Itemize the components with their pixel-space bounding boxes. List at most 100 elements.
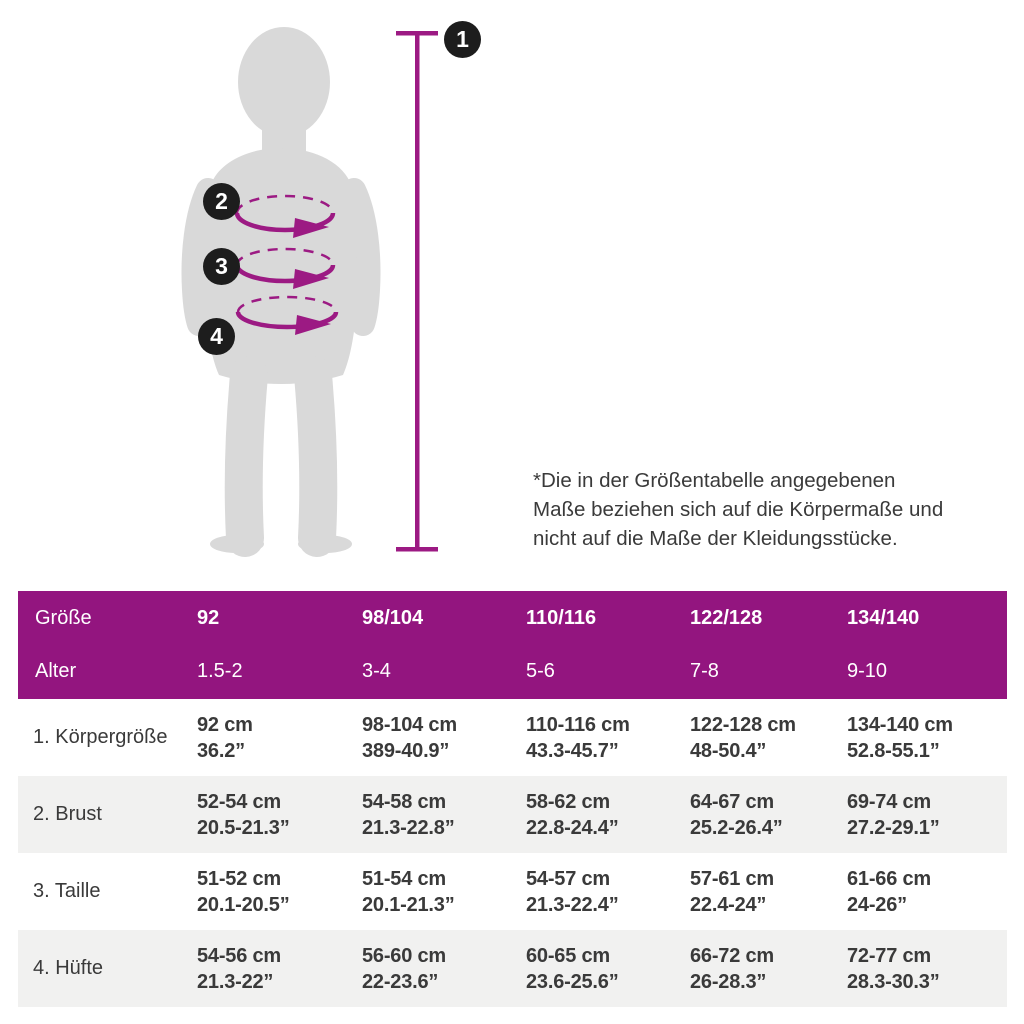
value-inch: 23.6-25.6”	[526, 970, 619, 993]
value-cm: 64-67 cm	[690, 790, 775, 813]
value-cell: 72-77 cm 28.3-30.3”	[847, 943, 1007, 995]
waist-measure-ellipse	[234, 247, 336, 284]
value-cell: 92 cm 36.2”	[197, 712, 362, 764]
value-cm: 66-72 cm	[690, 944, 775, 967]
hip-measure-ellipse	[235, 295, 339, 330]
value-inch: 43.3-45.7”	[526, 739, 619, 762]
value-cell: 56-60 cm 22-23.6”	[362, 943, 526, 995]
marker-badge-hip: 4	[198, 318, 235, 355]
header-age-label: Alter	[35, 659, 77, 682]
header-age-value: 7-8	[690, 659, 719, 682]
header-size-value: 122/128	[690, 607, 763, 630]
header-age-value: 3-4	[362, 659, 391, 682]
value-cell: 64-67 cm 25.2-26.4”	[690, 789, 847, 841]
value-inch: 21.3-22.8”	[362, 816, 455, 839]
value-cell: 61-66 cm 24-26”	[847, 866, 1007, 918]
value-inch: 22-23.6”	[362, 970, 439, 993]
value-cm: 54-56 cm	[197, 944, 282, 967]
height-measure-line	[396, 31, 438, 552]
value-inch: 36.2”	[197, 739, 245, 762]
header-size-value: 92	[197, 607, 220, 630]
value-cm: 134-140 cm	[847, 713, 953, 736]
marker-badge-waist: 3	[203, 248, 240, 285]
table-row-koerpergroesse: 1. Körpergröße 92 cm 36.2” 98-104 cm 389…	[18, 699, 1007, 776]
row-label: 1. Körpergröße	[33, 726, 168, 748]
value-inch: 24-26”	[847, 893, 907, 916]
marker-badge-height: 1	[444, 21, 481, 58]
value-inch: 52.8-55.1”	[847, 739, 940, 762]
value-cell: 52-54 cm 20.5-21.3”	[197, 789, 362, 841]
value-inch: 20.5-21.3”	[197, 816, 290, 839]
row-label: 3. Taille	[33, 880, 101, 902]
value-inch: 22.8-24.4”	[526, 816, 619, 839]
disclaimer-line: Maße beziehen sich auf die Körpermaße un…	[533, 498, 944, 521]
table-row-brust: 2. Brust 52-54 cm 20.5-21.3” 54-58 cm 21…	[18, 776, 1007, 853]
hip-arrowhead-icon	[295, 315, 331, 335]
row-label: 2. Brust	[33, 803, 102, 825]
value-cell: 54-58 cm 21.3-22.8”	[362, 789, 526, 841]
row-label: 4. Hüfte	[33, 957, 104, 979]
value-inch: 20.1-21.3”	[362, 893, 455, 916]
value-cm: 61-66 cm	[847, 867, 932, 890]
value-inch: 21.3-22”	[197, 970, 274, 993]
value-cell: 66-72 cm 26-28.3”	[690, 943, 847, 995]
value-cm: 56-60 cm	[362, 944, 447, 967]
header-age-value: 5-6	[526, 659, 555, 682]
value-cell: 57-61 cm 22.4-24”	[690, 866, 847, 918]
value-cell: 122-128 cm 48-50.4”	[690, 712, 847, 764]
header-size-value: 110/116	[526, 607, 597, 630]
disclaimer-note: *Die in der Größentabelle angegebenen Ma…	[533, 466, 1003, 553]
table-row-taille: 3. Taille 51-52 cm 20.1-20.5” 51-54 cm 2…	[18, 853, 1007, 930]
value-inch: 26-28.3”	[690, 970, 767, 993]
value-inch: 28.3-30.3”	[847, 970, 940, 993]
value-cell: 58-62 cm 22.8-24.4”	[526, 789, 690, 841]
size-table: Größe 92 98/104 110/116 122/128 134/140 …	[18, 591, 1007, 1007]
value-cm: 98-104 cm	[362, 713, 457, 736]
value-cell: 98-104 cm 389-40.9”	[362, 712, 526, 764]
child-silhouette-diagram	[181, 27, 438, 557]
value-cm: 57-61 cm	[690, 867, 775, 890]
header-age-value: 9-10	[847, 659, 888, 682]
value-cm: 69-74 cm	[847, 790, 932, 813]
value-inch: 21.3-22.4”	[526, 893, 619, 916]
value-cm: 52-54 cm	[197, 790, 282, 813]
value-cell: 54-56 cm 21.3-22”	[197, 943, 362, 995]
disclaimer-line: *Die in der Größentabelle angegebenen	[533, 469, 896, 492]
value-cm: 51-54 cm	[362, 867, 447, 890]
waist-arrowhead-icon	[293, 269, 329, 289]
value-cm: 54-57 cm	[526, 867, 611, 890]
value-cm: 92 cm	[197, 713, 253, 736]
value-cell: 60-65 cm 23.6-25.6”	[526, 943, 690, 995]
chest-arrowhead-icon	[293, 218, 329, 238]
value-cm: 122-128 cm	[690, 713, 796, 736]
marker-badge-chest: 2	[203, 183, 240, 220]
value-cell: 69-74 cm 27.2-29.1”	[847, 789, 1007, 841]
value-inch: 27.2-29.1”	[847, 816, 940, 839]
disclaimer-line: nicht auf die Maße der Kleidungsstücke.	[533, 527, 898, 550]
value-cell: 54-57 cm 21.3-22.4”	[526, 866, 690, 918]
value-cell: 110-116 cm 43.3-45.7”	[526, 712, 690, 764]
child-silhouette-limbs	[181, 178, 381, 557]
header-age-row: Alter 1.5-2 3-4 5-6 7-8 9-10	[18, 646, 1007, 696]
size-table-header: Größe 92 98/104 110/116 122/128 134/140 …	[18, 591, 1007, 699]
header-size-value: 98/104	[362, 607, 424, 630]
value-cm: 51-52 cm	[197, 867, 282, 890]
value-cm: 58-62 cm	[526, 790, 611, 813]
header-size-label: Größe	[35, 607, 92, 630]
value-inch: 48-50.4”	[690, 739, 767, 762]
value-cm: 60-65 cm	[526, 944, 611, 967]
header-size-value: 134/140	[847, 607, 920, 630]
value-cm: 72-77 cm	[847, 944, 932, 967]
chest-measure-ellipse	[234, 194, 336, 233]
value-cell: 51-52 cm 20.1-20.5”	[197, 866, 362, 918]
value-cm: 110-116 cm	[526, 713, 630, 736]
value-cell: 134-140 cm 52.8-55.1”	[847, 712, 1007, 764]
value-inch: 20.1-20.5”	[197, 893, 290, 916]
header-size-row: Größe 92 98/104 110/116 122/128 134/140	[18, 594, 1007, 644]
value-cell: 51-54 cm 20.1-21.3”	[362, 866, 526, 918]
table-row-huefte: 4. Hüfte 54-56 cm 21.3-22” 56-60 cm 22-2…	[18, 930, 1007, 1007]
value-inch: 25.2-26.4”	[690, 816, 783, 839]
value-inch: 22.4-24”	[690, 893, 767, 916]
value-inch: 389-40.9”	[362, 739, 450, 762]
